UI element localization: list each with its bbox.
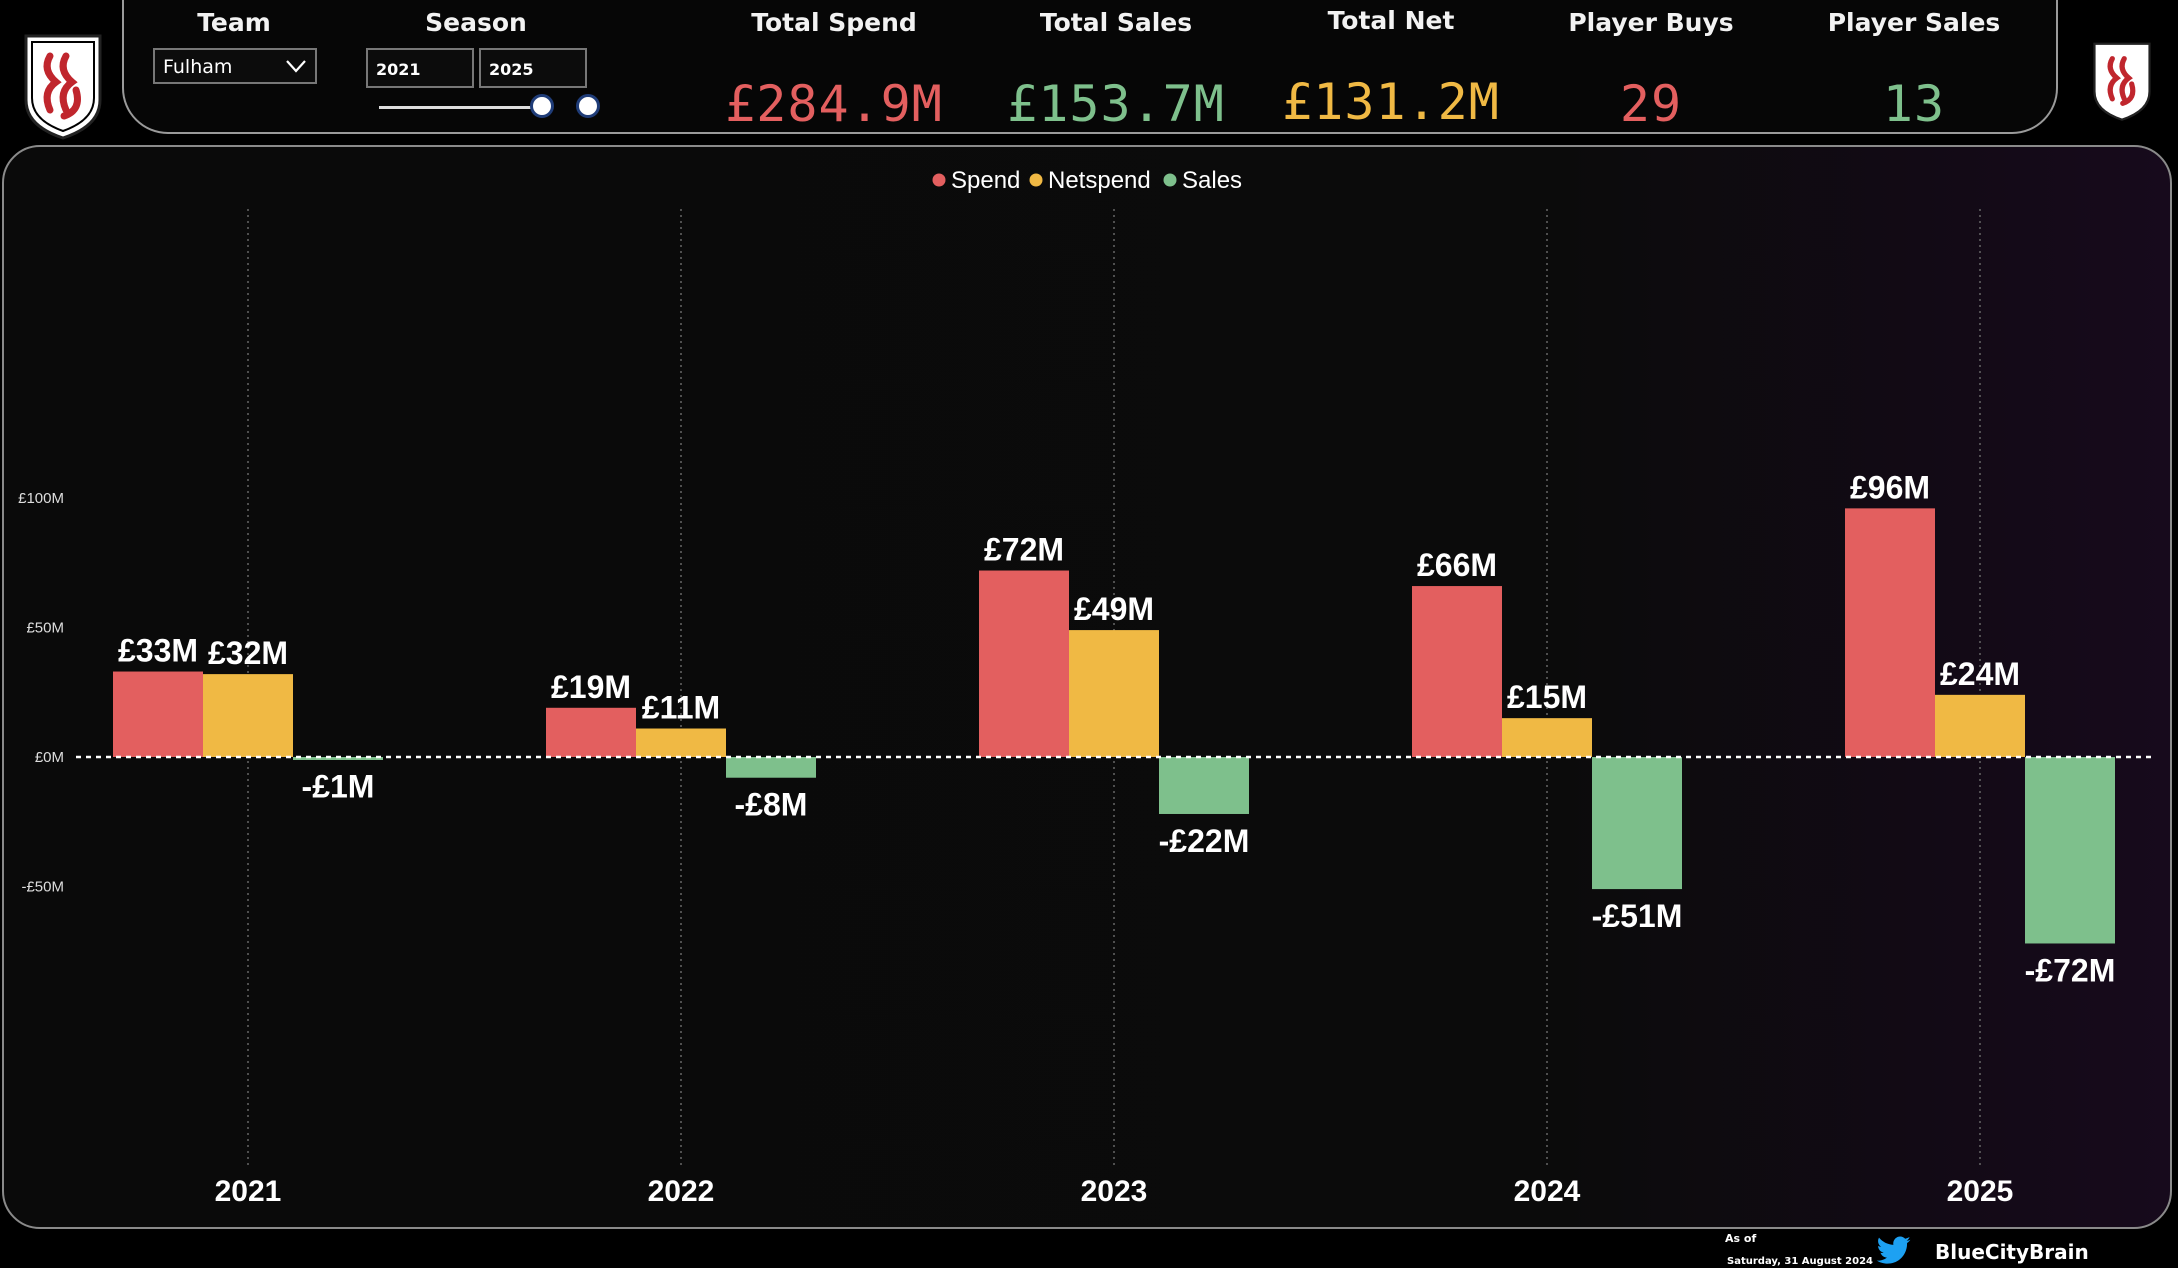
- data-label-netspend: £49M: [1074, 591, 1154, 627]
- team-dropdown-value: Fulham: [163, 56, 233, 78]
- twitter-bird-icon[interactable]: [1876, 1236, 1912, 1266]
- data-label-spend: £72M: [984, 532, 1064, 568]
- legend-netspend-marker: [1029, 173, 1043, 187]
- season-slider-track[interactable]: [379, 106, 544, 109]
- bar-sales: [293, 757, 383, 760]
- x-tick-label: 2022: [648, 1175, 715, 1208]
- transfer-chart-panel: Spend Netspend Sales £100M £50M £0M -£50M 2021 2…: [2, 145, 2172, 1229]
- bar-sales: [1592, 757, 1682, 890]
- season-slider-end-thumb[interactable]: [576, 94, 600, 118]
- y-tick-label: £100M: [18, 490, 64, 507]
- total-sales-value: £153.7M: [1007, 75, 1225, 133]
- data-label-spend: £33M: [118, 633, 198, 669]
- data-label-sales: -£8M: [735, 787, 808, 823]
- total-net-label: Total Net: [1327, 6, 1455, 35]
- legend-sales-marker: [1163, 173, 1177, 187]
- season-slider-start-thumb[interactable]: [530, 94, 554, 118]
- y-tick-label: £50M: [26, 620, 64, 637]
- total-sales-label: Total Sales: [1039, 8, 1193, 37]
- team-label: Team: [197, 8, 271, 37]
- x-tick-label: 2024: [1514, 1175, 1581, 1208]
- fulham-crest-icon: [24, 34, 102, 140]
- player-sales-value: 13: [1882, 75, 1946, 133]
- header-kpi-bar: Team Fulham Season 2021 2025 Total Spend…: [122, 0, 2058, 134]
- bar-spend: [979, 570, 1069, 757]
- bar-sales: [1159, 757, 1249, 814]
- bar-netspend: [1935, 694, 2025, 757]
- legend-netspend-label: Netspend: [1048, 167, 1151, 194]
- y-tick-label: £0M: [35, 749, 64, 766]
- data-label-sales: -£1M: [302, 769, 375, 805]
- total-net-value: £131.2M: [1282, 73, 1500, 131]
- legend-sales-label: Sales: [1182, 167, 1242, 194]
- bar-netspend: [1502, 718, 1592, 757]
- data-label-spend: £66M: [1417, 547, 1497, 583]
- data-label-netspend: £15M: [1507, 679, 1587, 715]
- season-from-input[interactable]: 2021: [366, 48, 474, 88]
- data-label-sales: -£51M: [1592, 898, 1683, 934]
- twitter-handle[interactable]: BlueCityBrain: [1935, 1240, 2089, 1264]
- bar-sales: [726, 757, 816, 778]
- data-label-spend: £96M: [1850, 469, 1930, 505]
- as-of-label: As of: [1725, 1232, 1757, 1245]
- season-label: Season: [425, 8, 527, 37]
- data-label-netspend: £11M: [642, 690, 720, 726]
- season-to-input[interactable]: 2025: [479, 48, 587, 88]
- y-tick-label: -£50M: [21, 879, 64, 896]
- total-spend-label: Total Spend: [751, 8, 917, 37]
- data-label-netspend: £32M: [208, 635, 288, 671]
- bar-netspend: [1069, 630, 1159, 757]
- bar-spend: [1412, 586, 1502, 757]
- team-dropdown[interactable]: Fulham: [153, 48, 317, 84]
- bar-spend: [546, 707, 636, 757]
- bar-spend: [1845, 508, 1935, 757]
- transfer-bar-chart: Spend Netspend Sales £100M £50M £0M -£50M 2021 2…: [18, 167, 2152, 1208]
- legend-spend-label: Spend: [951, 167, 1020, 194]
- x-tick-label: 2023: [1081, 1175, 1148, 1208]
- bar-sales: [2025, 757, 2115, 944]
- player-sales-label: Player Sales: [1827, 8, 2001, 37]
- fulham-crest-icon: [2093, 42, 2151, 121]
- data-label-sales: -£22M: [1159, 823, 1250, 859]
- player-buys-label: Player Buys: [1568, 8, 1734, 37]
- bar-netspend: [203, 674, 293, 757]
- bar-netspend: [636, 728, 726, 757]
- bar-spend: [113, 671, 203, 757]
- legend-spend-marker: [932, 173, 946, 187]
- data-label-spend: £19M: [551, 669, 631, 705]
- x-tick-label: 2025: [1947, 1175, 2014, 1208]
- data-label-netspend: £24M: [1940, 656, 2020, 692]
- as-of-date: Saturday, 31 August 2024: [1727, 1256, 1873, 1267]
- total-spend-value: £284.9M: [725, 75, 943, 133]
- x-tick-label: 2021: [215, 1175, 282, 1208]
- data-label-sales: -£72M: [2025, 952, 2116, 988]
- chevron-down-icon: [286, 60, 306, 73]
- player-buys-value: 29: [1619, 75, 1683, 133]
